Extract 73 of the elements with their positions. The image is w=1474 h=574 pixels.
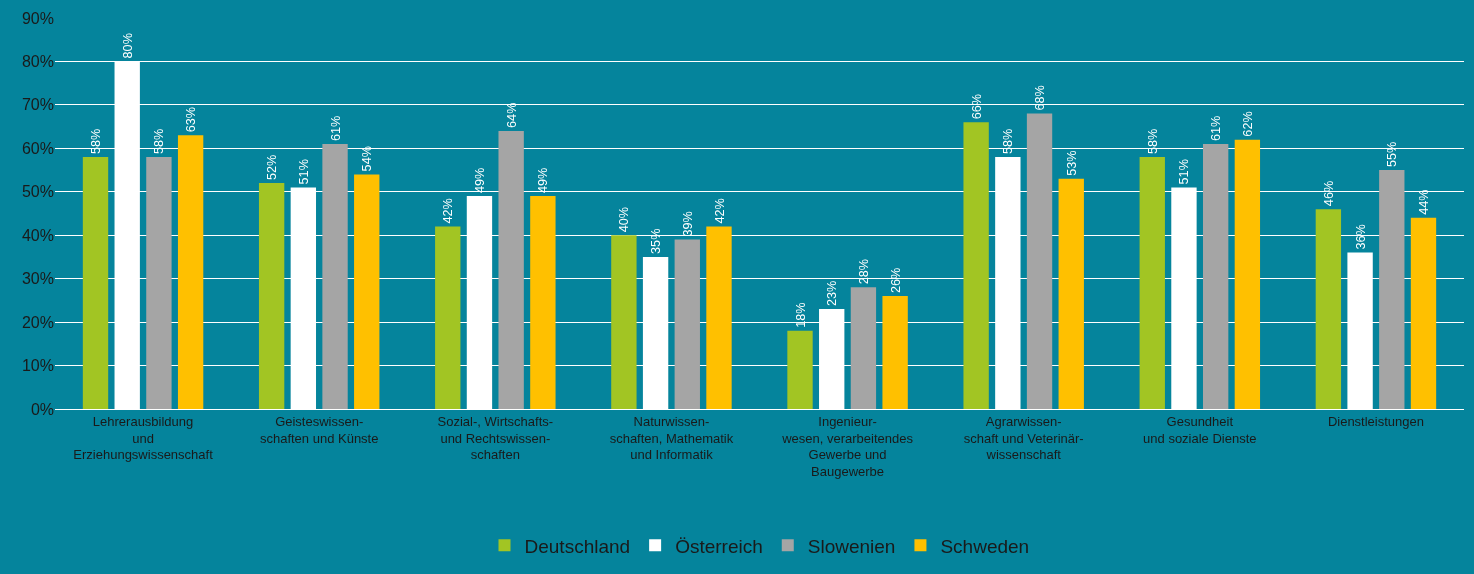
data-label: 63% bbox=[184, 106, 199, 133]
data-label: 23% bbox=[825, 280, 840, 307]
x-tick-label: Dienstleistungen bbox=[1327, 413, 1424, 429]
y-tick-label: 10% bbox=[21, 357, 54, 375]
x-tick-label: Lehrerausbildung und Erziehungswissenschaft bbox=[73, 413, 214, 463]
data-label: 61% bbox=[1209, 115, 1224, 141]
bar bbox=[354, 174, 380, 409]
x-tick-label: Ingenieur- wesen, verarbeitendes Gewerbe und Baugewerbe bbox=[781, 413, 914, 480]
bar bbox=[177, 135, 204, 409]
y-tick-label: 70% bbox=[21, 96, 54, 114]
data-label: 64% bbox=[504, 102, 519, 128]
x-tick-label: Geisteswissen- schaften und Künste bbox=[259, 413, 379, 446]
bar bbox=[1379, 170, 1405, 409]
bar bbox=[530, 196, 556, 409]
bar bbox=[674, 239, 700, 409]
data-label: 39% bbox=[680, 211, 695, 237]
bar bbox=[1234, 139, 1261, 409]
legend-label: Österreich bbox=[675, 535, 763, 557]
bar bbox=[1026, 113, 1053, 409]
bar bbox=[1058, 178, 1084, 409]
data-label: 26% bbox=[888, 267, 903, 294]
data-label: 42% bbox=[441, 198, 456, 224]
data-label: 53% bbox=[1064, 150, 1079, 176]
y-tick-label: 0% bbox=[30, 400, 54, 418]
bar bbox=[258, 183, 285, 409]
bar bbox=[882, 296, 908, 409]
bar bbox=[1202, 143, 1229, 409]
legend-label: Slowenien bbox=[807, 535, 896, 557]
x-tick-label: Gesundheit und soziale Dienste bbox=[1143, 413, 1257, 446]
data-label: 61% bbox=[328, 115, 343, 141]
data-label: 46% bbox=[1321, 180, 1336, 207]
data-label: 52% bbox=[265, 154, 280, 181]
bar bbox=[1139, 157, 1165, 409]
y-tick-label: 20% bbox=[21, 313, 54, 331]
y-tick-label: 40% bbox=[21, 226, 54, 244]
data-label: 55% bbox=[1385, 141, 1400, 168]
data-label: 62% bbox=[1240, 111, 1255, 137]
data-label: 49% bbox=[472, 167, 487, 194]
data-label: 51% bbox=[1177, 159, 1192, 185]
legend-label: Deutschland bbox=[524, 535, 631, 557]
bar bbox=[1410, 217, 1437, 409]
data-label: 44% bbox=[1417, 189, 1432, 215]
bar bbox=[146, 157, 172, 409]
data-label: 68% bbox=[1033, 85, 1048, 111]
y-tick-label: 60% bbox=[21, 139, 54, 157]
bar bbox=[1315, 209, 1342, 409]
y-tick-label: 90% bbox=[21, 9, 54, 27]
data-label: 36% bbox=[1353, 224, 1368, 250]
bar bbox=[963, 122, 989, 409]
data-label: 42% bbox=[712, 198, 727, 224]
data-label: 18% bbox=[793, 302, 808, 328]
data-label: 51% bbox=[296, 159, 311, 185]
bar bbox=[787, 330, 813, 409]
bar bbox=[322, 143, 348, 409]
bar bbox=[82, 157, 109, 409]
bar bbox=[850, 287, 877, 409]
y-tick-label: 50% bbox=[21, 183, 54, 201]
bar bbox=[611, 235, 637, 409]
y-tick-label: 80% bbox=[21, 53, 54, 71]
data-label: 40% bbox=[617, 206, 632, 233]
data-label: 49% bbox=[536, 167, 551, 194]
legend-label: Schweden bbox=[940, 535, 1030, 557]
x-tick-label: Agrarwissen- schaft und Veterinär- wissenschaft bbox=[963, 413, 1084, 463]
data-label: 80% bbox=[120, 33, 135, 59]
data-label: 66% bbox=[969, 93, 984, 120]
bar bbox=[706, 226, 732, 409]
x-tick-label: Naturwissen- schaften, Mathematik und Informatik bbox=[609, 413, 734, 463]
data-label: 35% bbox=[649, 228, 664, 254]
bar bbox=[435, 226, 461, 409]
y-tick-label: 30% bbox=[21, 270, 54, 288]
data-label: 54% bbox=[360, 146, 375, 172]
x-tick-label: Sozial-, Wirtschafts- und Rechtswissen- schaften bbox=[437, 413, 554, 463]
bar bbox=[498, 130, 524, 409]
